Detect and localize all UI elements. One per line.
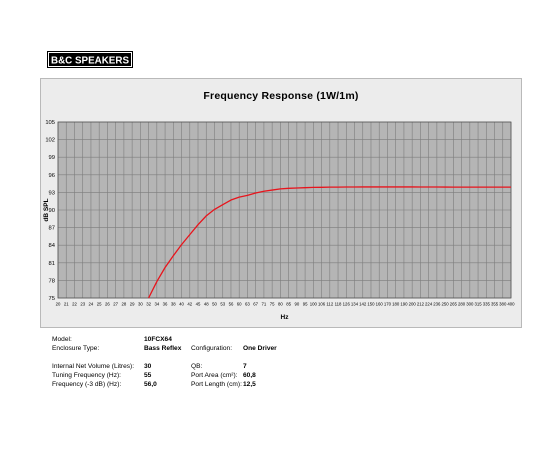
- x-tick-label: 40: [179, 302, 184, 307]
- frequency-response-chart: 20 21 22 23 24 25 26 27 28 29 30 32 34 36 38 40 42 45 48 50…: [43, 120, 515, 321]
- x-tick-label: 38: [171, 302, 176, 307]
- x-tick-label: 190: [400, 302, 408, 307]
- y-tick-label: 99: [49, 155, 55, 161]
- spec-port-length-value: 12,5: [243, 381, 256, 388]
- spec-model-value: 10FCX64: [144, 336, 172, 343]
- x-tick-label: 126: [343, 302, 351, 307]
- x-axis-label: Hz: [281, 314, 290, 321]
- chart-title: Frequency Response (1W/1m): [203, 90, 359, 102]
- x-tick-label: 265: [450, 302, 458, 307]
- x-tick-label: 34: [154, 302, 159, 307]
- spec-f3-label: Frequency (-3 dB) (Hz):: [52, 381, 122, 388]
- x-tick-label: 23: [80, 302, 85, 307]
- x-tick-label: 224: [425, 302, 433, 307]
- x-tick-label: 53: [220, 302, 225, 307]
- x-tick-label: 60: [237, 302, 242, 307]
- spec-port-area-value: 60,8: [243, 372, 256, 379]
- x-tick-label: 28: [122, 302, 127, 307]
- y-axis-label: dB SPL: [43, 198, 50, 221]
- x-tick-label: 80: [278, 302, 283, 307]
- y-tick-label: 93: [49, 190, 55, 196]
- chart-panel: Frequency Response (1W/1m) 20 21 22 23 24 25 2…: [40, 78, 522, 328]
- x-tick-label: 29: [130, 302, 135, 307]
- y-tick-label: 96: [49, 173, 55, 179]
- x-tick-label: 32: [146, 302, 151, 307]
- response-curve: [148, 186, 511, 299]
- x-tick-label: 400: [507, 302, 515, 307]
- y-tick-label: 102: [45, 138, 55, 144]
- x-tick-label: 180: [392, 302, 400, 307]
- y-tick-label: 105: [45, 120, 55, 126]
- x-tick-label: 36: [163, 302, 168, 307]
- spec-tuning-value: 55: [144, 372, 152, 379]
- x-tick-label: 75: [270, 302, 275, 307]
- x-tick-label: 90: [294, 302, 299, 307]
- x-tick-label: 48: [204, 302, 209, 307]
- spec-tuning-label: Tuning Frequency (Hz):: [52, 372, 122, 379]
- x-tick-label: 212: [417, 302, 425, 307]
- spec-qb-value: 7: [243, 363, 247, 370]
- x-tick-label: 250: [442, 302, 450, 307]
- y-tick-label: 75: [49, 296, 55, 302]
- logo-text: B&C SPEAKERS: [51, 54, 129, 66]
- x-tick-label: 67: [253, 302, 258, 307]
- x-tick-label: 26: [105, 302, 110, 307]
- x-tick-label: 27: [113, 302, 118, 307]
- x-tick-label: 170: [384, 302, 392, 307]
- spec-enclosure-value: Bass Reflex: [144, 345, 182, 352]
- spec-port-length-label: Port Length (cm):: [191, 381, 242, 388]
- x-tick-label: 21: [64, 302, 69, 307]
- y-tick-label: 90: [49, 208, 55, 214]
- x-tick-label: 134: [351, 302, 359, 307]
- x-tick-label: 85: [286, 302, 291, 307]
- x-tick-label: 30: [138, 302, 143, 307]
- x-tick-label: 142: [359, 302, 367, 307]
- x-tick-label: 200: [409, 302, 417, 307]
- brand-logo: B&C SPEAKERS: [47, 51, 133, 68]
- x-tick-label: 106: [318, 302, 326, 307]
- spec-configuration-label: Configuration:: [191, 345, 233, 352]
- y-tick-label: 81: [49, 261, 55, 267]
- x-tick-label: 380: [499, 302, 507, 307]
- x-tick-label: 100: [310, 302, 318, 307]
- spec-volume-value: 30: [144, 363, 152, 370]
- x-tick-label: 300: [466, 302, 474, 307]
- x-tick-label: 335: [483, 302, 491, 307]
- x-tick-label: 56: [229, 302, 234, 307]
- x-tick-label: 45: [196, 302, 201, 307]
- x-tick-label: 150: [367, 302, 375, 307]
- x-tick-label: 315: [474, 302, 482, 307]
- spec-volume-label: Internal Net Volume (Litres):: [52, 363, 135, 370]
- x-tick-label: 280: [458, 302, 466, 307]
- x-tick-label: 25: [97, 302, 102, 307]
- x-tick-label: 63: [245, 302, 250, 307]
- x-tick-label: 22: [72, 302, 77, 307]
- x-tick-label: 24: [89, 302, 94, 307]
- y-tick-label: 84: [49, 243, 56, 249]
- x-tick-label: 50: [212, 302, 217, 307]
- spec-configuration-value: One Driver: [243, 345, 277, 352]
- x-tick-label: 71: [262, 302, 267, 307]
- spec-model-label: Model:: [52, 336, 72, 343]
- spec-qb-label: QB:: [191, 363, 203, 370]
- spec-port-area-label: Port Area (cm²):: [191, 372, 238, 379]
- x-tick-label: 112: [326, 302, 333, 307]
- y-tick-label: 87: [49, 226, 55, 232]
- plot-border: [57, 121, 512, 299]
- x-tick-label: 118: [335, 302, 342, 307]
- spec-enclosure-label: Enclosure Type:: [52, 345, 100, 352]
- x-tick-label: 42: [187, 302, 192, 307]
- x-tick-label: 20: [56, 302, 61, 307]
- x-tick-label: 95: [303, 302, 308, 307]
- y-tick-label: 78: [49, 278, 55, 284]
- spec-f3-value: 56,0: [144, 381, 157, 388]
- x-tick-label: 355: [491, 302, 499, 307]
- x-tick-label: 236: [433, 302, 441, 307]
- x-tick-label: 160: [376, 302, 384, 307]
